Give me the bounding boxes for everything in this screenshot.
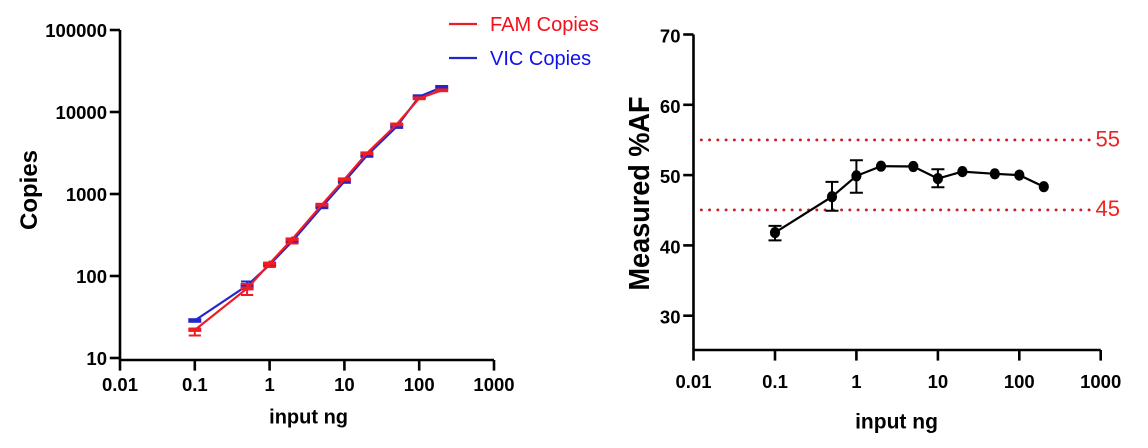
svg-text:0.01: 0.01: [675, 371, 711, 392]
svg-text:input ng: input ng: [269, 407, 348, 429]
svg-text:100: 100: [404, 374, 435, 395]
svg-text:70: 70: [660, 26, 681, 47]
svg-text:0.1: 0.1: [182, 374, 208, 395]
svg-text:10000: 10000: [56, 102, 107, 123]
svg-text:input ng: input ng: [855, 411, 938, 434]
svg-text:VIC Copies: VIC Copies: [490, 48, 591, 70]
svg-text:100: 100: [76, 266, 107, 287]
svg-text:0.1: 0.1: [762, 371, 788, 392]
svg-text:45: 45: [1096, 196, 1120, 221]
svg-text:Measured %AF: Measured %AF: [624, 97, 656, 291]
svg-text:1: 1: [264, 374, 274, 395]
svg-text:10: 10: [86, 348, 107, 369]
svg-text:1000: 1000: [66, 184, 107, 205]
svg-text:100: 100: [1004, 371, 1035, 392]
svg-text:1: 1: [851, 371, 861, 392]
svg-text:40: 40: [660, 236, 681, 257]
svg-text:Copies: Copies: [16, 150, 43, 230]
svg-text:30: 30: [660, 307, 681, 328]
svg-text:0.01: 0.01: [102, 374, 138, 395]
svg-text:FAM Copies: FAM Copies: [490, 14, 599, 36]
svg-text:100000: 100000: [45, 20, 107, 41]
svg-text:10: 10: [334, 374, 355, 395]
svg-text:1000: 1000: [1080, 371, 1121, 392]
svg-text:50: 50: [660, 166, 681, 187]
svg-text:55: 55: [1096, 127, 1120, 152]
svg-text:1000: 1000: [473, 374, 514, 395]
svg-text:10: 10: [928, 371, 949, 392]
svg-text:60: 60: [660, 96, 681, 117]
